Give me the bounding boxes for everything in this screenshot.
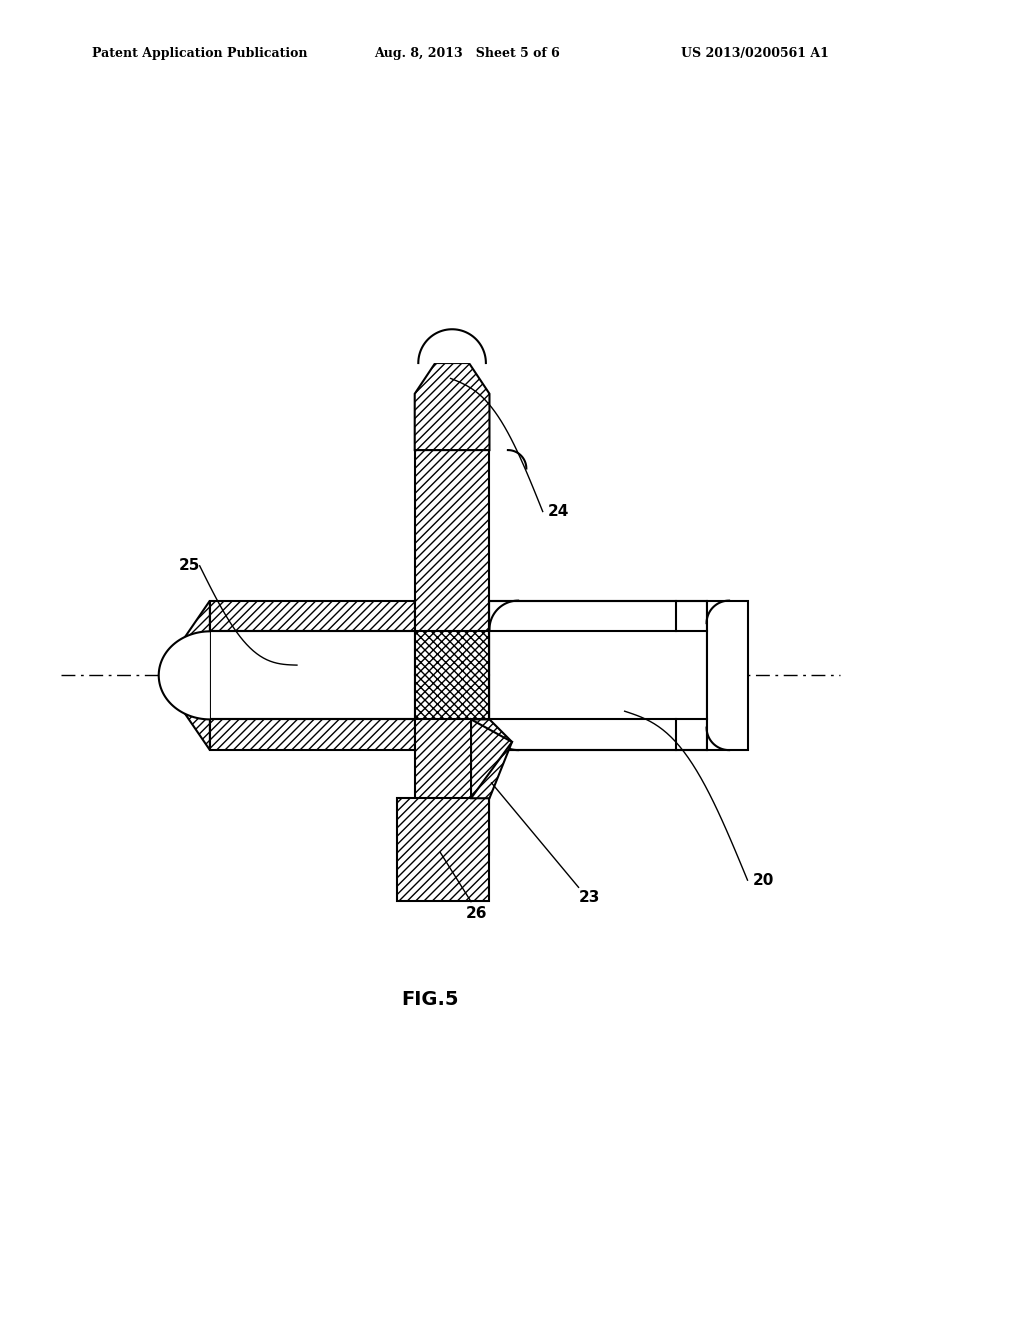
Polygon shape [418,329,486,363]
Polygon shape [415,363,489,450]
Polygon shape [415,450,489,676]
Text: Patent Application Publication: Patent Application Publication [92,46,307,59]
Text: Aug. 8, 2013   Sheet 5 of 6: Aug. 8, 2013 Sheet 5 of 6 [374,46,559,59]
Polygon shape [415,676,489,854]
Polygon shape [471,719,512,799]
Text: FIG.5: FIG.5 [401,990,459,1010]
Text: 24: 24 [548,504,569,519]
Polygon shape [159,631,210,719]
Text: 26: 26 [466,907,487,921]
Text: 23: 23 [579,890,600,906]
Polygon shape [397,799,489,900]
Polygon shape [489,601,707,750]
Polygon shape [471,719,512,799]
Polygon shape [707,601,748,750]
Text: 20: 20 [753,873,774,887]
Text: 25: 25 [179,558,201,573]
Polygon shape [415,631,489,719]
Polygon shape [159,631,415,719]
Text: US 2013/0200561 A1: US 2013/0200561 A1 [681,46,828,59]
Polygon shape [210,601,415,631]
Polygon shape [210,719,415,750]
Polygon shape [159,601,210,750]
